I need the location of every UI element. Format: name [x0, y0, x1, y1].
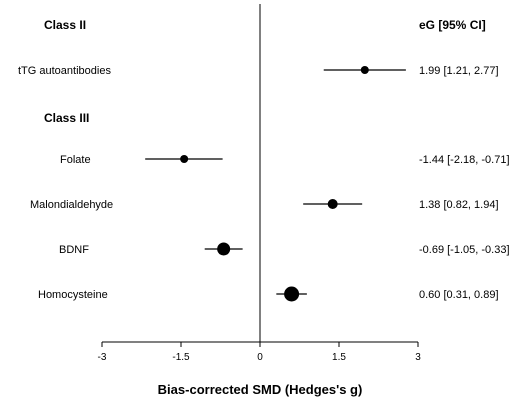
- x-tick-label: -3: [98, 352, 107, 363]
- group-title-class-ii: Class II: [44, 18, 86, 32]
- x-axis-ticks: -3 -1.5 0 1.5 3: [98, 342, 421, 363]
- effect-text-folate: -1.44 [-2.18, -0.71]: [419, 154, 510, 166]
- x-axis-title: Bias-corrected SMD (Hedges's g): [158, 382, 363, 397]
- effect-column-header: eG [95% CI]: [419, 18, 486, 32]
- row-label-malondialdehyde: Malondialdehyde: [30, 199, 113, 211]
- group-title-class-iii: Class III: [44, 111, 89, 125]
- row-label-bdnf: BDNF: [59, 244, 89, 256]
- effect-text-bdnf: -0.69 [-1.05, -0.33]: [419, 244, 510, 256]
- plot-marks: [145, 66, 406, 302]
- x-tick-label: -1.5: [172, 352, 190, 363]
- point-estimate-homocysteine: [284, 286, 300, 302]
- effect-text-homocysteine: 0.60 [0.31, 0.89]: [419, 289, 499, 301]
- row-label-homocysteine: Homocysteine: [38, 289, 108, 301]
- effect-text-malondialdehyde: 1.38 [0.82, 1.94]: [419, 199, 499, 211]
- effect-text-ttg-autoantibodies: 1.99 [1.21, 2.77]: [419, 65, 499, 77]
- x-tick-label: 1.5: [332, 352, 346, 363]
- row-label-ttg-autoantibodies: tTG autoantibodies: [18, 65, 111, 77]
- point-estimate-bdnf: [217, 242, 231, 256]
- point-estimate-malondialdehyde: [327, 199, 338, 209]
- x-tick-label: 0: [257, 352, 263, 363]
- point-estimate-folate: [180, 155, 189, 163]
- row-label-folate: Folate: [60, 154, 91, 166]
- point-estimate-ttg-autoantibodies: [360, 66, 369, 74]
- x-tick-label: 3: [415, 352, 421, 363]
